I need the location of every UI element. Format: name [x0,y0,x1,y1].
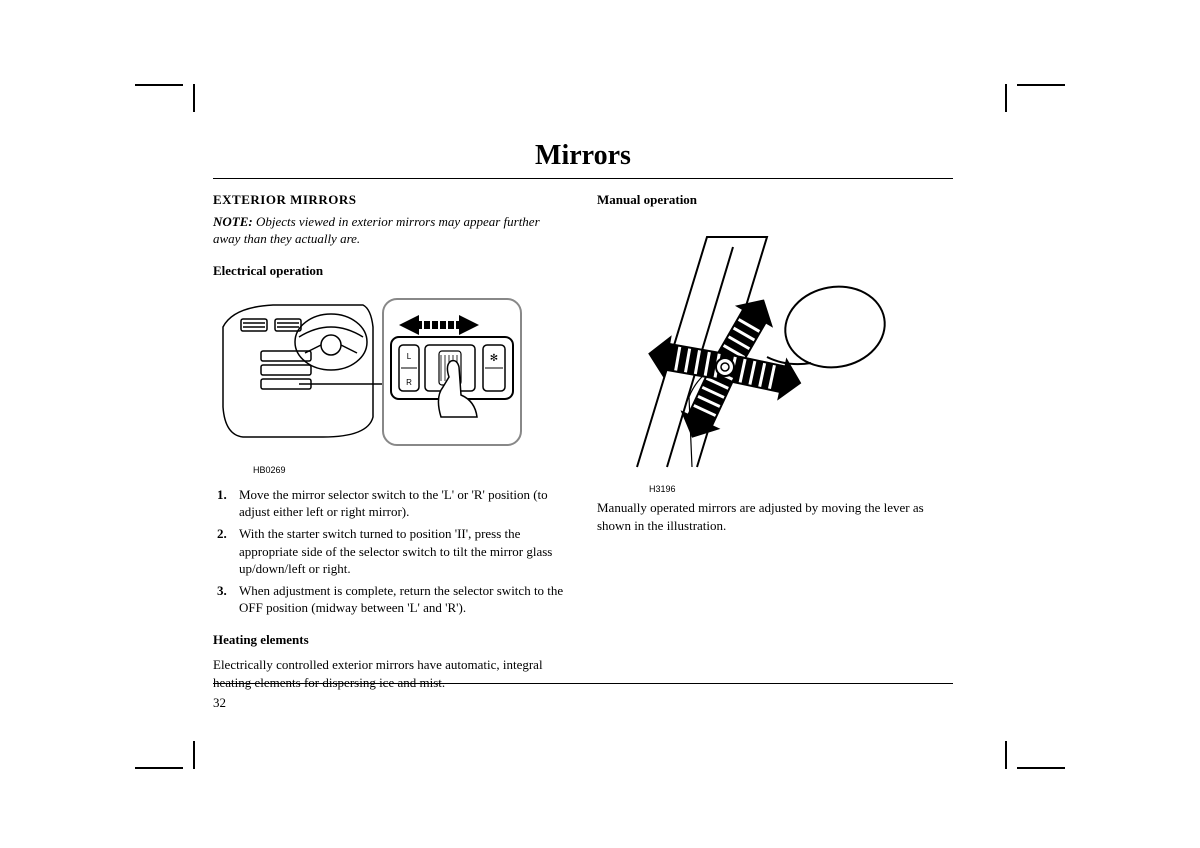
manual-mirror-illustration [597,217,897,477]
crop-mark-tr-h [1017,84,1065,86]
manual-body-text: Manually operated mirrors are adjusted b… [597,499,953,534]
crop-mark-tr-v [1005,84,1007,112]
crop-mark-bl-v [193,741,195,769]
footer-rule [213,683,953,684]
figure-manual: H3196 [597,217,953,496]
left-column: EXTERIOR MIRRORS NOTE: Objects viewed in… [213,191,569,691]
figure-label-h3196: H3196 [649,483,953,495]
crop-mark-tl-h [135,84,183,86]
figure-electrical: L R ✻ [213,287,569,476]
crop-mark-br-h [1017,767,1065,769]
subheading-electrical: Electrical operation [213,262,569,280]
svg-text:R: R [406,378,412,387]
crop-mark-tl-v [193,84,195,112]
section-heading-exterior: EXTERIOR MIRRORS [213,191,569,209]
crop-mark-br-v [1005,741,1007,769]
svg-text:L: L [407,352,412,361]
svg-text:✻: ✻ [490,353,498,364]
page-content: Mirrors EXTERIOR MIRRORS NOTE: Objects v… [213,140,953,691]
crop-mark-bl-h [135,767,183,769]
subheading-manual: Manual operation [597,191,953,209]
page-number: 32 [213,695,226,711]
note-body: Objects viewed in exterior mirrors may a… [213,214,540,247]
step-1: Move the mirror selector switch to the '… [213,486,569,521]
page-title: Mirrors [213,140,953,179]
step-2: With the starter switch turned to positi… [213,525,569,578]
electrical-steps-list: Move the mirror selector switch to the '… [213,486,569,617]
right-column: Manual operation [597,191,953,691]
subheading-heating: Heating elements [213,631,569,649]
heating-text: Electrically controlled exterior mirrors… [213,656,569,691]
figure-label-hb0269: HB0269 [253,464,569,476]
note-paragraph: NOTE: Objects viewed in exterior mirrors… [213,213,569,248]
dashboard-switch-illustration: L R ✻ [213,287,523,457]
note-label: NOTE: [213,214,253,229]
step-3: When adjustment is complete, return the … [213,582,569,617]
two-column-layout: EXTERIOR MIRRORS NOTE: Objects viewed in… [213,191,953,691]
